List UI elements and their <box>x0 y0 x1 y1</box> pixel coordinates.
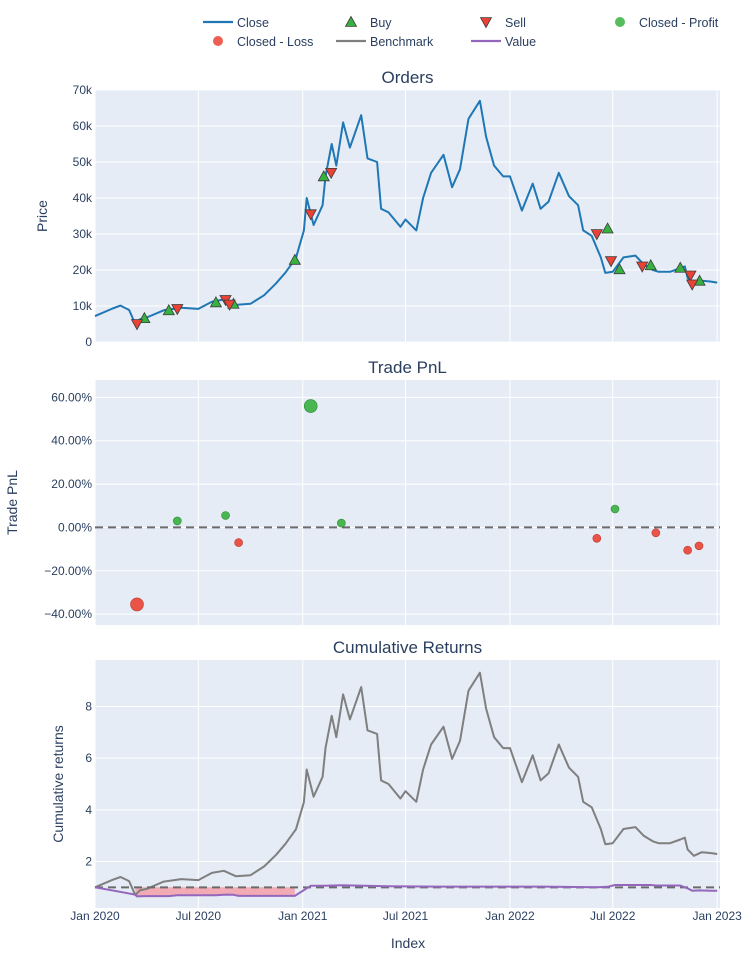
trade-pnl-y-tick-label: 40.00% <box>51 434 92 448</box>
x-tick-label: Jan 2020 <box>70 909 120 923</box>
orders-y-tick-label: 50k <box>73 155 93 169</box>
legend-symbol-buy <box>344 15 358 27</box>
orders-y-tick-label: 40k <box>73 191 93 205</box>
x-tick-label: Jan 2021 <box>278 909 328 923</box>
legend: Close Buy Sell Closed - Profit Closed - Loss… <box>203 15 719 49</box>
legend-label-value: Value <box>505 35 536 49</box>
x-tick-label: Jul 2022 <box>590 909 636 923</box>
trade-pnl-y-tick-label: −40.00% <box>44 607 92 621</box>
orders-y-tick-label: 70k <box>73 83 93 97</box>
trade-pnl-point-loss <box>234 538 243 547</box>
trade-pnl-point-profit <box>221 511 230 520</box>
sell-marker <box>686 279 699 291</box>
trade-pnl-point-profit <box>337 518 346 528</box>
cumulative-returns-y-ticks: 2 4 6 8 <box>85 700 92 869</box>
orders-y-tick-label: 20k <box>73 263 93 277</box>
buy-marker <box>613 262 626 275</box>
buy-marker <box>601 222 614 234</box>
trade-pnl-point-loss <box>683 545 692 555</box>
sell-marker <box>604 256 618 268</box>
legend-label-closed-profit: Closed - Profit <box>639 16 719 30</box>
trade-pnl-marks <box>95 399 720 612</box>
legend-item-close[interactable]: Close <box>203 16 269 30</box>
x-tick-label: Jul 2020 <box>176 909 222 923</box>
sell-marker <box>324 167 338 180</box>
orders-y-ticks: 0 10k 20k 30k 40k 50k 60k 70k <box>73 83 93 349</box>
trade-pnl-y-ticks: −40.00% −20.00% 0.00% 20.00% 40.00% 60.00% <box>44 390 92 621</box>
orders-y-tick-label: 10k <box>73 299 93 313</box>
trade-pnl-point-profit <box>610 504 620 514</box>
legend-symbol-sell <box>479 17 493 29</box>
sell-marker <box>304 209 317 221</box>
cumulative-returns-marks <box>94 671 720 898</box>
buy-marker <box>209 296 223 308</box>
buy-marker <box>162 303 175 316</box>
orders-y-axis-title: Price <box>34 200 50 232</box>
trade-pnl-point-profit <box>173 516 182 526</box>
x-axis-title: Index <box>391 935 425 951</box>
cumulative-returns-title: Cumulative Returns <box>333 638 482 657</box>
orders-y-tick-label: 60k <box>73 119 93 133</box>
trade-pnl-y-tick-label: −20.00% <box>44 564 92 578</box>
trade-pnl-y-tick-label: 60.00% <box>51 390 92 404</box>
legend-item-closed-loss[interactable]: Closed - Loss <box>213 35 313 49</box>
orders-panel: 0 10k 20k 30k 40k 50k 60k 70k Orders Price <box>34 68 720 349</box>
trade-pnl-plot-area <box>95 380 720 625</box>
legend-item-closed-profit[interactable]: Closed - Profit <box>615 16 719 30</box>
legend-label-sell: Sell <box>505 16 526 30</box>
cumulative-returns-plot-area <box>95 660 720 908</box>
sell-marker <box>223 299 236 311</box>
cumulative-returns-y-axis-title: Cumulative returns <box>50 725 66 843</box>
orders-y-tick-label: 30k <box>73 227 93 241</box>
trade-pnl-y-tick-label: 20.00% <box>51 477 92 491</box>
value-line <box>94 884 718 898</box>
benchmark-line <box>94 671 718 897</box>
x-axis-ticks: Jan 2020 Jul 2020 Jan 2021 Jul 2021 Jan 2022… <box>70 909 742 923</box>
sell-marker <box>590 229 603 241</box>
trade-pnl-panel: −40.00% −20.00% 0.00% 20.00% 40.00% 60.00% Tr… <box>4 358 720 625</box>
sell-marker <box>171 304 184 316</box>
cumulative-returns-panel: 2 4 6 8 Cumulative Returns Cumulative retur… <box>50 638 720 908</box>
orders-marks <box>94 99 718 331</box>
buy-marker <box>317 170 330 182</box>
trade-pnl-y-axis-title: Trade PnL <box>4 470 20 535</box>
legend-symbol-closed-loss <box>213 36 223 46</box>
legend-item-sell[interactable]: Sell <box>479 16 526 30</box>
buy-marker <box>288 253 301 265</box>
legend-label-benchmark: Benchmark <box>370 35 434 49</box>
x-tick-label: Jan 2023 <box>692 909 742 923</box>
trade-pnl-point-loss <box>694 541 704 551</box>
legend-item-benchmark[interactable]: Benchmark <box>336 35 434 49</box>
x-tick-label: Jan 2022 <box>485 909 535 923</box>
cumulative-returns-y-tick-label: 8 <box>85 700 92 714</box>
cumulative-returns-y-tick-label: 6 <box>85 751 92 765</box>
sell-marker <box>636 261 649 273</box>
trade-pnl-point-loss <box>592 533 602 543</box>
legend-label-closed-loss: Closed - Loss <box>237 35 313 49</box>
buy-marker <box>644 258 657 271</box>
x-tick-label: Jul 2021 <box>383 909 429 923</box>
cumulative-returns-y-tick-label: 2 <box>85 855 92 869</box>
legend-item-buy[interactable]: Buy <box>344 15 393 30</box>
trade-pnl-point-loss <box>130 597 144 612</box>
sell-marker <box>684 270 697 282</box>
legend-item-value[interactable]: Value <box>471 35 536 49</box>
cumulative-returns-grid <box>94 660 720 908</box>
legend-label-buy: Buy <box>370 16 392 30</box>
trade-pnl-point-loss <box>651 528 661 538</box>
orders-y-tick-label: 0 <box>85 335 92 349</box>
trade-pnl-point-profit <box>303 399 318 413</box>
cumulative-returns-y-tick-label: 4 <box>85 803 92 817</box>
buy-marker <box>674 261 687 273</box>
sell-marker <box>130 319 144 331</box>
orders-title: Orders <box>382 68 434 87</box>
legend-symbol-closed-profit <box>615 17 625 27</box>
underwater-fill <box>135 887 295 897</box>
legend-label-close: Close <box>237 16 269 30</box>
trade-pnl-title: Trade PnL <box>368 358 447 377</box>
trade-pnl-y-tick-label: 0.00% <box>58 520 92 534</box>
orders-plot-area <box>95 90 720 342</box>
